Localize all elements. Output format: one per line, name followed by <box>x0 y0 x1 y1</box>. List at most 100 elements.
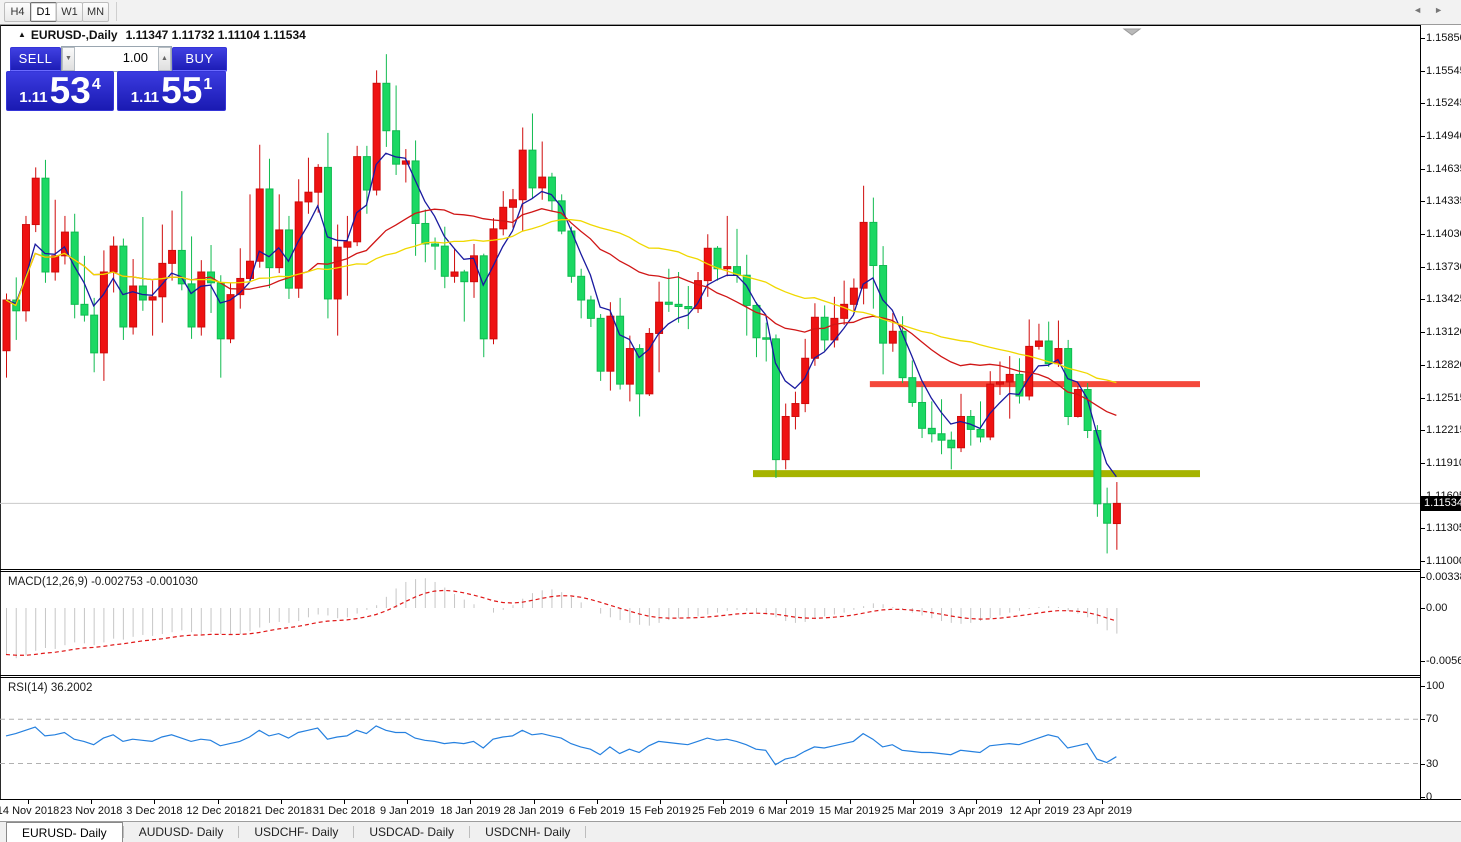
chart-tab-bar: EURUSD- Daily AUDUSD- Daily USDCHF- Daily U… <box>0 821 1461 842</box>
date-tick <box>91 800 93 804</box>
main-chart-panel[interactable] <box>0 25 1461 570</box>
buy-price-button[interactable]: 1.11 55 1 <box>117 71 226 111</box>
candle-body <box>119 245 128 328</box>
candle-body <box>655 301 664 334</box>
rsi-indicator-chart[interactable] <box>0 678 1420 799</box>
candle-body <box>1073 389 1082 417</box>
timeframe-button-W1[interactable]: W1 <box>56 2 83 22</box>
one-click-trade-panel: SELL ▼ 1.00 ▲ BUY 1.11 53 4 1.11 55 1 <box>5 44 227 111</box>
candle-body <box>810 316 819 359</box>
candle-body <box>596 317 605 372</box>
macd-splitter[interactable] <box>0 569 1461 570</box>
rsi-axis-label-tick <box>1421 797 1425 798</box>
timeframe-button-H4[interactable]: H4 <box>4 2 31 22</box>
candle-body <box>392 130 401 165</box>
candle-body <box>840 303 849 319</box>
candlestick-chart[interactable] <box>0 25 1420 569</box>
chart-tab-usdcad[interactable]: USDCAD- Daily <box>369 825 455 839</box>
date-tick <box>28 800 29 804</box>
support-line[interactable] <box>752 470 1200 478</box>
chart-tab-usdchf[interactable]: USDCHF- Daily <box>254 825 339 839</box>
tab-scroll-right-icon[interactable]: ► <box>1434 5 1455 15</box>
price-axis-label-tick <box>1421 266 1425 268</box>
candle-body <box>401 160 410 165</box>
volume-input[interactable]: 1.00 <box>122 50 148 65</box>
tab-scroll-left-icon[interactable]: ◄ <box>1413 5 1435 15</box>
rsi-splitter[interactable] <box>0 675 1461 676</box>
date-axis-label: 15 Mar 2019 <box>818 805 881 817</box>
candle-body <box>343 241 352 248</box>
price-axis-label-tick <box>1421 560 1425 562</box>
date-tick <box>217 800 219 804</box>
chart-tab-eurusd[interactable]: EURUSD- Daily <box>6 822 123 842</box>
tab-scroll-arrows[interactable]: ◄► <box>1413 5 1455 15</box>
volume-decrease-button[interactable]: ▼ <box>62 47 75 71</box>
price-axis-label-tick <box>1421 103 1425 105</box>
sell-button[interactable]: SELL <box>10 47 61 72</box>
timeframe-button-MN[interactable]: MN <box>82 2 109 22</box>
date-axis-label: 23 Nov 2018 <box>59 805 123 817</box>
candle-body <box>1093 430 1102 505</box>
candle-body <box>927 427 936 435</box>
candle-body <box>547 176 556 202</box>
timeframe-button-D1[interactable]: D1 <box>30 2 57 22</box>
candle-body <box>606 315 615 372</box>
rsi-label: RSI(14) 36.2002 <box>8 682 93 694</box>
date-axis-label: 18 Jan 2019 <box>440 805 501 817</box>
candle-body <box>431 243 440 247</box>
candle-body <box>421 222 430 245</box>
date-tick <box>849 800 851 804</box>
candle-body <box>177 249 186 285</box>
candle-body <box>158 262 167 298</box>
date-tick <box>470 800 472 804</box>
date-axis[interactable]: 14 Nov 2018 23 Nov 2018 3 Dec 2018 12 Dec 2… <box>0 800 1461 821</box>
date-axis-divider <box>0 799 1461 800</box>
price-axis[interactable]: 1.15850 1.15545 1.15245 1.14940 1.14635 1.143… <box>1421 25 1461 803</box>
price-axis-label: 1.12215 <box>1426 423 1461 436</box>
candle-body <box>616 315 625 385</box>
candle-body <box>859 221 868 289</box>
date-tick <box>533 800 535 804</box>
candle-body <box>645 332 654 395</box>
chart-tab-usdcnh[interactable]: USDCNH- Daily <box>485 825 571 839</box>
candle-body <box>460 271 469 283</box>
candle-body <box>771 338 780 461</box>
rsi-axis-label-tick <box>1421 764 1425 765</box>
candle-body <box>2 299 11 352</box>
candle-body <box>440 245 449 277</box>
buy-price-big: 55 <box>161 70 203 111</box>
candle-body <box>713 247 722 270</box>
chart-tab-audusd[interactable]: AUDUSD- Daily <box>138 825 224 839</box>
price-axis-label: 1.15245 <box>1426 97 1461 110</box>
resistance-line[interactable] <box>869 381 1200 388</box>
candle-body <box>869 221 878 267</box>
moving-average-fast <box>5 152 1117 478</box>
date-axis-label: 3 Apr 2019 <box>949 805 1003 817</box>
price-axis-label-tick <box>1421 462 1425 464</box>
buy-button[interactable]: BUY <box>172 47 227 72</box>
candle-body <box>90 314 99 354</box>
date-tick <box>1039 800 1041 804</box>
date-axis-label: 23 Apr 2019 <box>1072 805 1133 817</box>
date-tick <box>976 800 977 804</box>
date-tick <box>344 800 345 804</box>
candle-body <box>60 231 69 257</box>
rsi-axis-label: 70 <box>1426 713 1439 725</box>
rsi-axis-label: 0 <box>1426 791 1433 803</box>
candle-body <box>1034 340 1043 347</box>
sell-price-button[interactable]: 1.11 53 4 <box>6 71 114 111</box>
candle-body <box>986 383 995 438</box>
chart-shift-marker-icon[interactable] <box>1122 28 1142 36</box>
volume-increase-button[interactable]: ▲ <box>158 47 171 71</box>
candle-body <box>586 299 595 319</box>
candle-body <box>333 246 342 300</box>
macd-indicator-chart[interactable] <box>0 572 1420 675</box>
price-axis-label: 1.13425 <box>1426 293 1461 306</box>
collapse-arrow-icon[interactable]: ▲ <box>18 30 26 39</box>
candle-body <box>129 285 138 328</box>
price-axis-label-tick <box>1421 332 1425 334</box>
candle-body <box>957 415 966 449</box>
candle-body <box>635 348 644 395</box>
candle-body <box>664 301 673 305</box>
